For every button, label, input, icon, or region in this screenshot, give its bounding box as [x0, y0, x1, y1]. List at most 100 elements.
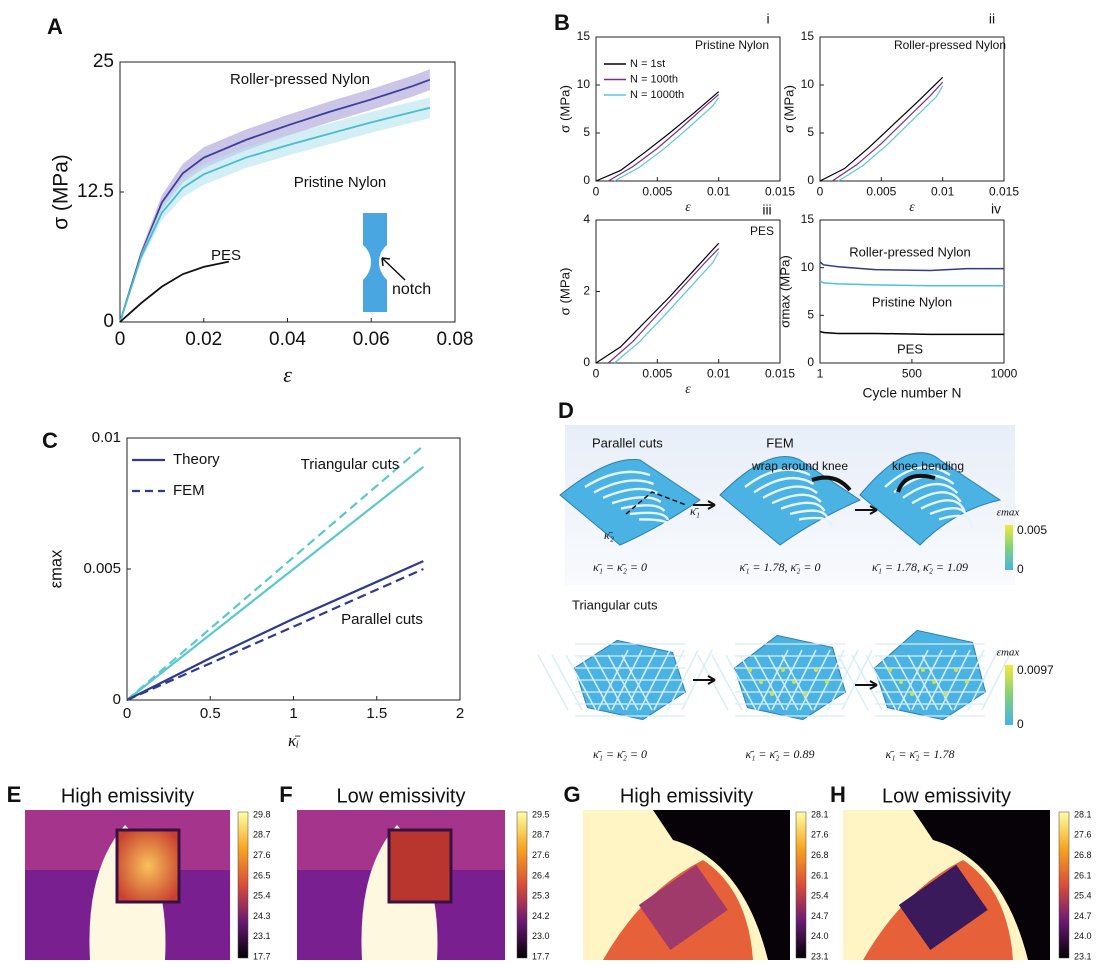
legend-label: Theory: [173, 451, 220, 468]
action-label: wrap around knee: [751, 459, 848, 473]
colorbar-tick: 28.7: [253, 830, 271, 840]
x-tick-label: 500: [902, 367, 922, 381]
series-line: [127, 446, 423, 700]
series-label: Roller-pressed Nylon: [849, 244, 970, 259]
colorbar-tick: 28.7: [532, 830, 550, 840]
colorbar: [1005, 665, 1013, 725]
colorbar-tick: 26.8: [1074, 850, 1092, 860]
row-title: Parallel cuts: [592, 435, 663, 450]
y-tick-label: 0.005: [83, 560, 121, 577]
y-tick-label: 5: [807, 308, 814, 322]
colorbar-tick: 27.6: [532, 850, 550, 860]
y-tick-label: 15: [577, 29, 591, 43]
y-axis-label: σ (MPa): [50, 154, 73, 230]
x-tick-label: 0: [817, 185, 824, 199]
x-tick-label: 0.01: [931, 185, 955, 199]
panel-letter: A: [47, 14, 63, 39]
y-axis-label: σ (MPa): [557, 268, 572, 316]
chart: 00.0050.010.015051015εσ (MPa)BN = 1stN =…: [554, 10, 795, 214]
x-tick-label: 0: [123, 705, 131, 722]
panel-letter: E: [7, 782, 22, 807]
series-line: [127, 561, 423, 700]
action-label: knee bending: [892, 459, 964, 473]
strain-spot: [965, 680, 969, 684]
row-title: Triangular cuts: [572, 597, 658, 612]
y-axis-label: σ (MPa): [557, 85, 572, 133]
strain-spot: [781, 668, 785, 672]
annotation: Parallel cuts: [341, 611, 423, 628]
panel-title: Low emissivity: [337, 785, 466, 807]
x-tick-label: 1000: [991, 367, 1018, 381]
colorbar-tick: 17.7: [532, 951, 550, 961]
patch: [117, 830, 179, 902]
y-tick-label: 10: [577, 77, 591, 91]
colorbar-tick: 24.7: [811, 911, 829, 921]
annotation: i: [766, 11, 769, 27]
step-label: κ̄₁ = κ̄₂ = 0: [593, 560, 647, 574]
patch: [389, 830, 451, 902]
strain-spot: [910, 692, 914, 696]
y-tick-label: 15: [801, 29, 815, 43]
panel-title: High emissivity: [620, 785, 753, 807]
figure: 00.020.040.060.08012.525εσ (MPa)ARoller-…: [0, 0, 1097, 971]
triangular-sheet: [838, 630, 1012, 719]
y-axis-label: εmax: [47, 549, 65, 588]
x-tick-label: 0.04: [269, 329, 306, 350]
x-tick-label: 0.005: [642, 367, 672, 381]
y-tick-label: 12.5: [77, 181, 114, 202]
y-tick-label: 0: [807, 355, 814, 369]
plot-frame: [596, 37, 780, 181]
series-label: PES: [211, 247, 241, 264]
triangular-sheet: [698, 635, 872, 719]
annotation: notch: [392, 281, 431, 298]
x-axis-label: ε: [685, 381, 691, 396]
colorbar-tick: 24.0: [811, 931, 829, 941]
series-line: [127, 569, 423, 700]
colorbar-tick: 27.6: [253, 850, 271, 860]
y-tick-label: 4: [583, 212, 590, 226]
thermal-image: [843, 810, 1050, 960]
colorbar: [517, 812, 527, 958]
y-axis-label: σmax (MPa): [777, 255, 792, 328]
step-label: κ̄₁ = κ̄₂ = 0.89: [745, 747, 814, 761]
strain-spot: [814, 668, 818, 672]
x-tick-label: 1: [817, 367, 824, 381]
x-tick-label: 0.005: [642, 185, 672, 199]
colorbar-tick: 23.0: [532, 931, 550, 941]
thermal-image: [297, 810, 505, 960]
x-tick-label: 1: [289, 705, 297, 722]
colorbar-tick: 26.4: [532, 870, 550, 880]
panel-letter: B: [554, 10, 570, 35]
colorbar-tick: 27.6: [811, 830, 829, 840]
colorbar-tick: 0.0097: [1017, 663, 1054, 677]
colorbar-tick: 0.005: [1017, 523, 1047, 537]
series-line: [596, 92, 719, 181]
chart: 00.0050.010.015051015εσ (MPa)iiRoller-pr…: [781, 11, 1019, 214]
y-tick-label: 0: [807, 173, 814, 187]
annotation: Triangular cuts: [301, 456, 400, 473]
thermal-image: [583, 810, 790, 960]
colorbar-tick: 28.1: [811, 809, 829, 819]
y-tick-label: 0: [583, 355, 590, 369]
x-tick-label: 0.015: [989, 185, 1019, 199]
strain-spot: [888, 668, 892, 672]
series-label: Pristine Nylon: [294, 174, 387, 191]
y-axis-label: σ (MPa): [781, 85, 796, 133]
series-line: [596, 243, 719, 363]
colorbar-tick: 25.4: [1074, 891, 1092, 901]
annotation: iv: [991, 201, 1001, 217]
colorbar-tick: 25.3: [532, 891, 550, 901]
colorbar-tick: 28.1: [1074, 809, 1092, 819]
x-axis-label: κ̄ᵢ: [288, 731, 301, 750]
step-label: κ̄₁ = 1.78, κ̄₂ = 0: [739, 560, 820, 574]
colorbar: [796, 812, 806, 958]
colorbar-label: εmax: [997, 647, 1020, 659]
strain-spot: [825, 680, 829, 684]
step-label: κ̄₁ = κ̄₂ = 0: [593, 747, 647, 761]
strain-spot: [748, 668, 752, 672]
strain-spot: [932, 680, 936, 684]
y-tick-label: 25: [93, 51, 114, 72]
